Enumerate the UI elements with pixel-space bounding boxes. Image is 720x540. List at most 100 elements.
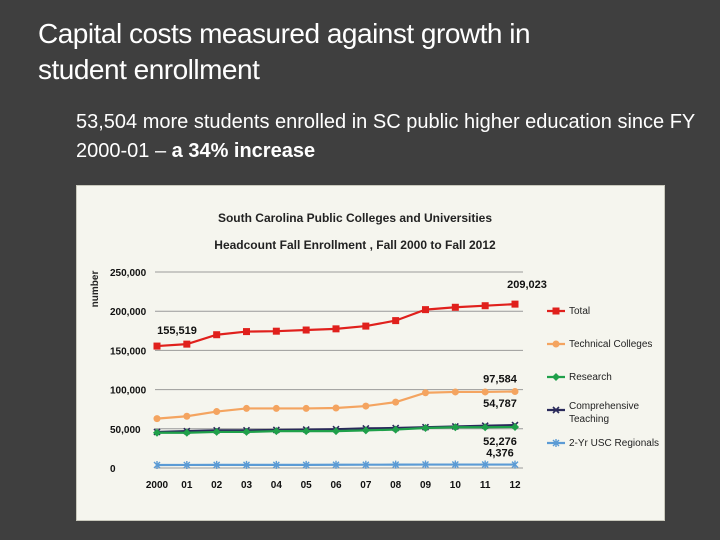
data-point: [153, 428, 161, 437]
series-total: [153, 300, 519, 350]
data-point: [153, 342, 161, 350]
legend-item: Research: [547, 372, 612, 383]
students-count: 53,504: [76, 111, 138, 133]
x-axis-ticks: 2000 01 02 03 04 05 06 07 08 09 10 11 12: [146, 480, 521, 491]
data-point: [392, 398, 400, 406]
x-tick-label: 03: [241, 480, 253, 491]
increase-highlight: a 34% increase: [171, 140, 316, 162]
y-tick-label: 50,000: [110, 425, 141, 436]
data-point: [481, 388, 489, 396]
data-point: [451, 303, 459, 311]
data-label: 52,276: [483, 436, 517, 448]
legend-label: Teaching: [569, 414, 609, 425]
data-point: [153, 415, 161, 423]
legend: Total Technical Colleges Research Comprehen…: [547, 306, 659, 449]
x-tick-label: 12: [509, 480, 521, 491]
x-tick-label: 05: [301, 480, 313, 491]
grid-lines: [155, 271, 523, 469]
legend-marker: [552, 373, 560, 381]
legend-label: Research: [569, 372, 612, 383]
data-label: 209,023: [507, 279, 547, 291]
data-point: [511, 387, 519, 395]
data-point: [183, 412, 191, 420]
data-point: [213, 331, 221, 339]
slide-title-line-2: student enrollment: [38, 54, 260, 85]
data-point: [421, 424, 430, 433]
legend-label: Total: [569, 306, 590, 317]
data-point: [332, 325, 340, 333]
x-tick-label: 11: [480, 480, 491, 491]
data-point: [392, 317, 400, 325]
data-point: [212, 427, 221, 436]
data-point: [422, 389, 429, 397]
slide-title-line-1: Capital costs measured against growth in: [38, 18, 531, 49]
legend-label: Technical Colleges: [569, 339, 652, 350]
data-label: 97,584: [483, 373, 518, 385]
legend-label: 2-Yr USC Regionals: [569, 438, 659, 449]
chart-title: South Carolina Public Colleges and Unive…: [218, 211, 492, 225]
data-point: [182, 428, 191, 437]
data-point: [362, 322, 370, 330]
data-point: [213, 460, 221, 469]
legend-item: Comprehensive Teaching: [547, 401, 639, 425]
y-tick-label: 150,000: [110, 346, 147, 357]
data-point: [272, 404, 280, 412]
data-label: 4,376: [486, 448, 514, 460]
data-label: 54,787: [483, 398, 517, 410]
series-technical-colleges: [153, 387, 519, 423]
data-point: [362, 460, 370, 469]
series-lines: [153, 300, 519, 470]
legend-item: Technical Colleges: [547, 339, 652, 350]
data-point: [451, 388, 459, 396]
data-point: [422, 460, 429, 469]
series-research: [153, 423, 519, 437]
data-point: [481, 460, 489, 469]
data-point: [511, 460, 519, 469]
slide-title: Capital costs measured against growth in…: [38, 16, 698, 88]
data-point: [153, 461, 161, 470]
y-tick-label: 0: [110, 464, 116, 475]
data-point: [272, 427, 281, 436]
chart-subtitle: Headcount Fall Enrollment , Fall 2000 to…: [214, 238, 496, 252]
data-point: [243, 328, 250, 336]
data-point: [481, 423, 490, 432]
data-point: [272, 327, 280, 335]
body-text: more students enrolled in SC public high…: [76, 111, 695, 162]
data-point: [361, 426, 370, 435]
data-point: [451, 423, 460, 432]
y-axis-ticks: 0 50,000 100,000 150,000 200,000 250,000: [110, 268, 147, 475]
legend-label: Comprehensive: [569, 401, 639, 412]
data-point: [243, 460, 250, 469]
data-point: [511, 423, 519, 432]
x-tick-label: 2000: [146, 480, 169, 491]
legend-item: 2-Yr USC Regionals: [547, 438, 659, 449]
data-point: [391, 425, 400, 434]
data-point: [302, 326, 310, 334]
data-point: [422, 306, 429, 314]
legend-item: Total: [547, 306, 590, 317]
data-point: [302, 404, 310, 412]
y-tick-label: 100,000: [110, 386, 147, 397]
data-point: [332, 427, 340, 436]
data-point: [183, 340, 191, 348]
data-point: [242, 427, 251, 436]
legend-marker: [552, 307, 560, 315]
y-tick-label: 200,000: [110, 307, 147, 318]
series-2-yr-usc-regionals: [153, 460, 519, 470]
x-tick-label: 09: [420, 480, 432, 491]
data-point: [481, 302, 489, 310]
x-tick-label: 10: [450, 480, 462, 491]
enrollment-chart: South Carolina Public Colleges and Unive…: [76, 185, 665, 521]
x-tick-label: 06: [330, 480, 342, 491]
data-label: 155,519: [157, 325, 197, 337]
x-tick-label: 07: [360, 480, 372, 491]
data-point: [332, 404, 340, 412]
data-point: [183, 460, 191, 469]
data-point: [362, 402, 370, 410]
slide-body: 53,504 more students enrolled in SC publ…: [76, 108, 696, 166]
legend-marker: [552, 340, 560, 348]
data-point: [243, 404, 250, 412]
y-tick-label: 250,000: [110, 268, 147, 279]
x-tick-label: 02: [211, 480, 223, 491]
data-point: [511, 300, 519, 308]
